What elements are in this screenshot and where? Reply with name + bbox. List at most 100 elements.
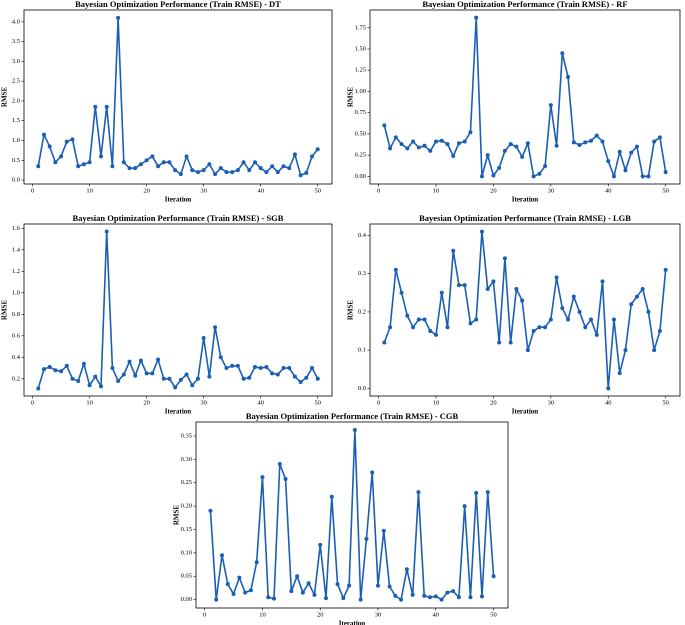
data-point — [514, 286, 519, 291]
data-point — [364, 536, 369, 541]
data-point — [393, 593, 398, 598]
y-tick-label: 1.0 — [12, 289, 20, 296]
data-point — [640, 174, 645, 179]
data-point — [150, 371, 155, 376]
data-point — [387, 584, 392, 589]
x-tick-label: 30 — [200, 187, 207, 194]
data-point — [230, 363, 235, 368]
x-tick-label: 20 — [490, 399, 497, 406]
x-tick-label: 40 — [257, 399, 264, 406]
x-tick-label: 40 — [605, 187, 612, 194]
data-point — [304, 170, 309, 175]
data-point — [623, 348, 628, 353]
data-point — [295, 574, 300, 579]
x-tick-label: 40 — [605, 399, 612, 406]
data-point — [652, 139, 657, 144]
data-point — [173, 168, 178, 173]
data-point — [560, 51, 565, 56]
y-tick-label: 0.10 — [181, 549, 192, 556]
data-point — [404, 567, 409, 572]
data-point — [133, 166, 138, 171]
data-point — [266, 595, 271, 600]
data-point — [600, 279, 605, 284]
data-point — [116, 15, 121, 20]
data-point — [652, 348, 657, 353]
data-point — [230, 170, 235, 175]
x-tick-label: 10 — [433, 187, 440, 194]
data-point — [241, 160, 246, 165]
x-tick-label: 30 — [548, 399, 555, 406]
data-point — [433, 594, 438, 599]
data-point — [76, 378, 81, 383]
data-point — [554, 143, 559, 148]
data-point — [382, 123, 387, 128]
x-tick-label: 30 — [200, 399, 207, 406]
x-tick-label: 0 — [203, 611, 206, 618]
data-point — [411, 139, 416, 144]
data-point — [59, 154, 64, 159]
y-axis-label: RMSE — [1, 300, 9, 321]
y-tick-label: 0.25 — [181, 479, 192, 486]
data-point — [184, 154, 189, 159]
y-tick-label: 1.0 — [12, 137, 20, 144]
data-point — [405, 146, 410, 151]
x-tick-label: 50 — [314, 187, 321, 194]
data-point — [456, 595, 461, 600]
data-point — [434, 332, 439, 337]
y-tick-label: 0.6 — [12, 332, 21, 339]
x-tick-label: 10 — [86, 399, 93, 406]
data-point — [258, 366, 263, 371]
data-point — [253, 160, 257, 165]
chart-title: Bayesian Optimization Performance (Train… — [73, 213, 284, 223]
data-point — [474, 317, 479, 322]
data-point — [543, 164, 548, 169]
chart-title: Bayesian Optimization Performance (Train… — [422, 0, 627, 9]
x-tick-label: 0 — [377, 187, 380, 194]
data-point — [416, 145, 421, 150]
chart-title: Bayesian Optimization Performance (Train… — [246, 411, 459, 421]
y-axis-label: RMSE — [347, 300, 355, 321]
data-point — [237, 575, 242, 580]
data-point — [358, 597, 363, 602]
data-point — [629, 302, 634, 307]
data-point — [347, 583, 352, 588]
x-axis-label: Iteration — [512, 196, 539, 204]
data-point — [560, 306, 565, 311]
x-tick-label: 20 — [490, 187, 497, 194]
data-point — [184, 372, 189, 377]
data-point — [589, 138, 594, 143]
data-point — [310, 366, 315, 371]
data-point — [281, 366, 286, 371]
y-tick-label: 0.3 — [358, 270, 366, 277]
y-tick-label: 0.50 — [355, 130, 366, 137]
data-point — [318, 542, 323, 547]
data-point — [81, 361, 86, 366]
data-point — [270, 164, 275, 169]
data-point — [281, 164, 286, 169]
data-point — [231, 591, 236, 596]
data-point — [474, 491, 479, 496]
data-point — [485, 153, 490, 158]
chart-title: Bayesian Optimization Performance (Train… — [419, 213, 631, 223]
data-point — [241, 376, 246, 381]
data-point — [370, 470, 375, 475]
data-point — [422, 593, 427, 598]
x-axis-label: Iteration — [512, 408, 539, 416]
x-tick-label: 20 — [143, 187, 150, 194]
data-point — [138, 162, 143, 167]
data-point — [110, 366, 115, 371]
data-point — [298, 173, 303, 178]
data-point — [235, 363, 240, 368]
y-tick-label: 0.2 — [358, 308, 366, 315]
data-point — [422, 143, 427, 148]
data-point — [497, 165, 502, 170]
plot-frame — [195, 421, 509, 609]
data-point — [537, 325, 542, 330]
data-point — [41, 132, 46, 137]
y-tick-label: 1.4 — [12, 246, 21, 253]
data-point — [600, 139, 605, 144]
data-point — [247, 375, 252, 380]
data-point — [617, 149, 622, 154]
data-point — [388, 146, 393, 151]
